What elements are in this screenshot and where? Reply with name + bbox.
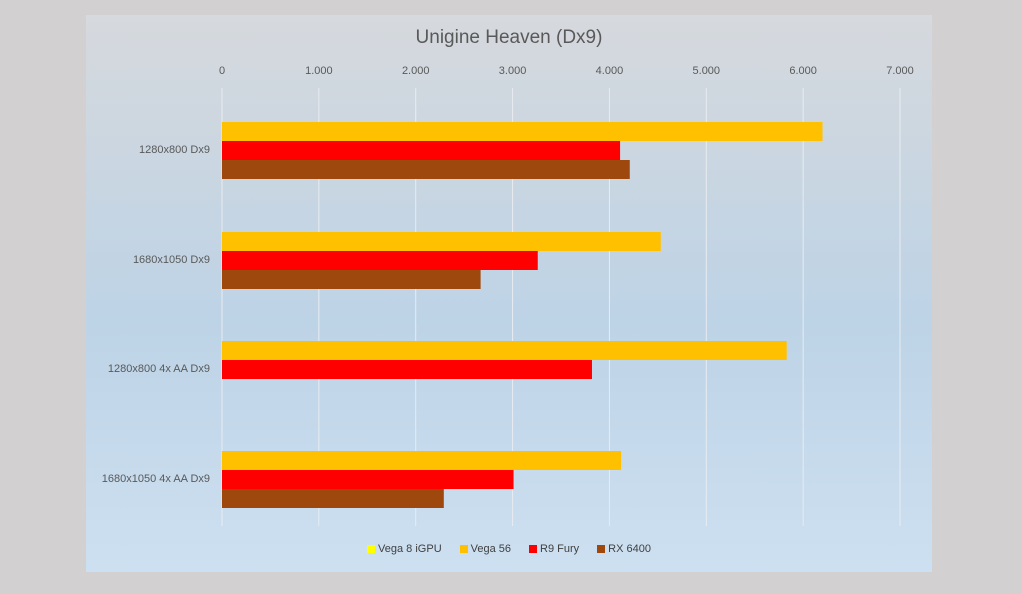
bar — [222, 251, 538, 270]
x-tick-label: 0 — [219, 65, 225, 77]
legend-swatch — [459, 545, 468, 553]
legend-item: Vega 56 — [459, 543, 512, 555]
bar — [222, 160, 630, 179]
x-tick-label: 4.000 — [596, 65, 624, 77]
x-tick-label: 2.000 — [402, 65, 430, 77]
bar — [222, 341, 787, 360]
x-tick-label: 5.000 — [693, 65, 721, 77]
bar — [222, 232, 661, 251]
x-tick-label: 7.000 — [886, 65, 914, 77]
x-tick-label: 3.000 — [499, 65, 527, 77]
legend: Vega 8 iGPU Vega 56 R9 Fury RX 6400 — [86, 543, 932, 555]
x-tick-label: 1.000 — [305, 65, 333, 77]
bar — [222, 451, 622, 470]
bar — [222, 470, 514, 489]
x-tick-label: 6.000 — [789, 65, 817, 77]
legend-label: RX 6400 — [608, 543, 651, 555]
legend-swatch — [529, 545, 538, 553]
category-label: 1280x800 4x AA Dx9 — [108, 363, 210, 375]
bar — [222, 360, 592, 379]
legend-item: RX 6400 — [597, 543, 651, 555]
chart-panel: Unigine Heaven (Dx9) 0 1.000 2.000 3.000 4.0… — [86, 15, 932, 572]
legend-item: R9 Fury — [529, 543, 579, 555]
legend-label: Vega 56 — [470, 543, 512, 555]
bar — [222, 122, 823, 141]
bar — [222, 270, 481, 289]
legend-label: R9 Fury — [540, 543, 580, 555]
legend-swatch — [597, 545, 606, 553]
chart-title: Unigine Heaven (Dx9) — [415, 27, 603, 48]
bar — [222, 141, 621, 160]
category-label: 1280x800 Dx9 — [139, 144, 210, 156]
category-label: 1680x1050 Dx9 — [133, 254, 210, 266]
category-label: 1680x1050 4x AA Dx9 — [102, 473, 210, 485]
legend-item: Vega 8 iGPU — [367, 543, 442, 555]
bar — [222, 489, 444, 508]
plot-area: 0 1.000 2.000 3.000 4.000 5.000 6.000 7.000 1280… — [102, 65, 914, 526]
legend-label: Vega 8 iGPU — [378, 543, 442, 555]
legend-swatch — [367, 545, 376, 553]
